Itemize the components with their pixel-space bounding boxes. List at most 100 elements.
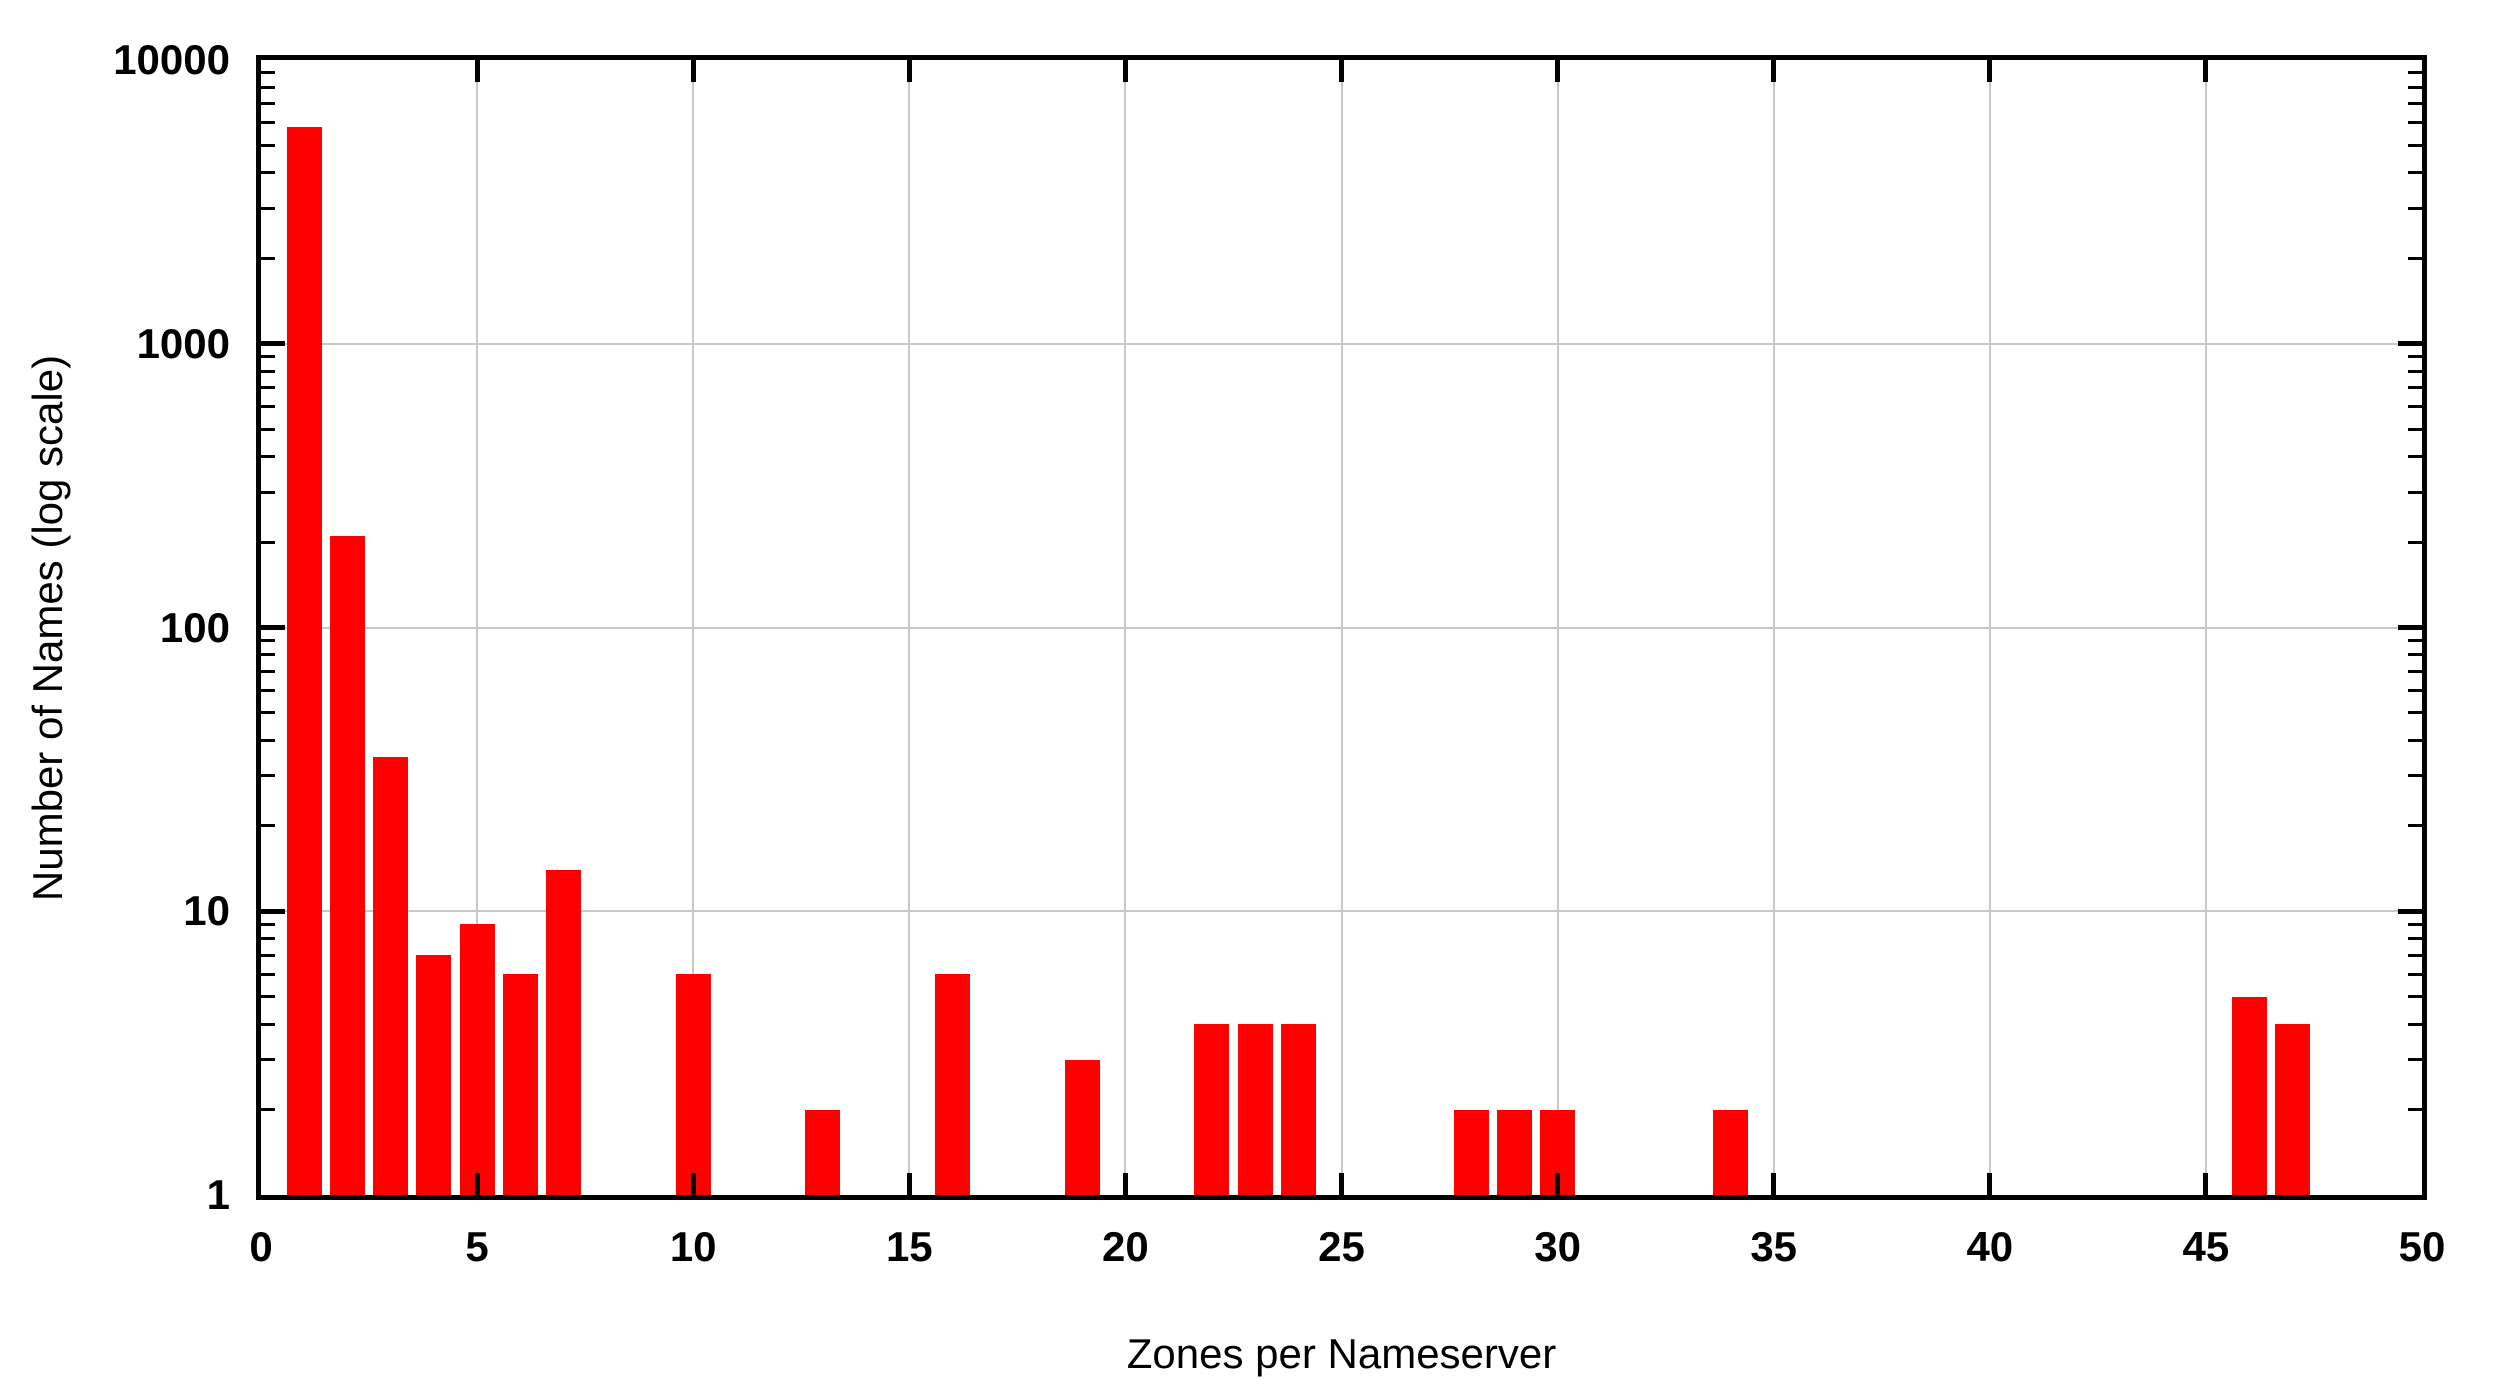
bar (546, 869, 582, 1195)
y-minor-tick (261, 171, 275, 175)
y-minor-tick (261, 121, 275, 125)
x-tick-label: 35 (1750, 1223, 1798, 1270)
y-major-tick (2398, 625, 2422, 630)
y-minor-tick (2408, 540, 2422, 544)
y-minor-tick (2408, 427, 2422, 431)
y-minor-tick (261, 427, 275, 431)
y-minor-tick (261, 206, 275, 210)
plot-area (256, 55, 2427, 1200)
y-minor-tick (2408, 143, 2422, 147)
x-tick-label: 30 (1534, 1223, 1581, 1270)
y-minor-tick (261, 490, 275, 494)
y-minor-tick (2408, 71, 2422, 75)
x-tick-label: 40 (1966, 1223, 2014, 1270)
x-major-tick (906, 1173, 912, 1195)
bar (1453, 1109, 1489, 1195)
bar (416, 955, 452, 1195)
y-minor-tick (2408, 1058, 2422, 1062)
x-gridline (2204, 60, 2207, 1195)
x-tick-label: 10 (669, 1223, 717, 1270)
bar (675, 974, 711, 1195)
x-tick-label: 0 (249, 1223, 273, 1270)
y-tick-label: 1 (206, 1171, 230, 1218)
y-minor-tick (2408, 206, 2422, 210)
y-minor-tick (261, 653, 275, 657)
y-minor-tick (261, 256, 275, 260)
bar (286, 127, 322, 1195)
y-minor-tick (261, 405, 275, 409)
y-minor-tick (2408, 937, 2422, 941)
y-minor-tick (261, 355, 275, 359)
y-minor-tick (261, 71, 275, 75)
y-minor-tick (2408, 405, 2422, 409)
y-tick-label: 100 (159, 603, 230, 651)
y-minor-tick (261, 774, 275, 778)
x-major-tick (1339, 60, 1344, 82)
bar (373, 756, 409, 1195)
y-minor-tick (2408, 490, 2422, 494)
x-gridline (1772, 60, 1775, 1195)
y-minor-tick (261, 1022, 275, 1026)
y-major-tick (2398, 341, 2422, 347)
bar (1712, 1109, 1748, 1195)
y-minor-tick (2408, 995, 2422, 999)
x-tick-label: 50 (2398, 1223, 2446, 1270)
y-minor-tick (261, 711, 275, 715)
x-major-tick (2203, 1173, 2209, 1195)
x-tick-label: 45 (2182, 1223, 2230, 1270)
x-major-tick (1555, 60, 1561, 82)
x-major-tick (1771, 1173, 1777, 1195)
y-minor-tick (261, 824, 275, 828)
y-minor-tick (261, 688, 275, 692)
y-major-tick (261, 908, 285, 914)
x-major-tick (1555, 1173, 1561, 1195)
bar (1280, 1024, 1316, 1195)
y-minor-tick (261, 953, 275, 957)
y-minor-tick (2408, 824, 2422, 828)
x-tick-label: 25 (1318, 1223, 1365, 1270)
x-tick-label: 5 (465, 1223, 489, 1270)
bar (2274, 1024, 2310, 1195)
y-minor-tick (2408, 711, 2422, 715)
y-minor-tick (2408, 355, 2422, 359)
x-major-tick (2203, 60, 2209, 82)
x-major-tick (1339, 1173, 1344, 1195)
y-minor-tick (261, 1108, 275, 1112)
y-minor-tick (261, 540, 275, 544)
x-gridline (1124, 60, 1127, 1195)
bar (459, 924, 495, 1195)
y-major-tick (2398, 908, 2422, 914)
y-minor-tick (2408, 171, 2422, 175)
y-minor-tick (2408, 972, 2422, 976)
x-gridline (692, 60, 695, 1195)
x-gridline (908, 60, 911, 1195)
y-minor-tick (2408, 455, 2422, 459)
y-minor-tick (261, 995, 275, 999)
bar (502, 974, 538, 1195)
y-major-tick (261, 625, 285, 630)
x-gridline (476, 60, 479, 1195)
x-major-tick (474, 60, 480, 82)
x-major-tick (1987, 60, 1993, 82)
x-tick-label: 15 (885, 1223, 933, 1270)
bar (1496, 1109, 1532, 1195)
y-major-tick (261, 341, 285, 347)
y-minor-tick (261, 455, 275, 459)
x-gridline (1340, 60, 1343, 1195)
y-minor-tick (2408, 121, 2422, 125)
y-minor-tick (261, 143, 275, 147)
x-gridline (1988, 60, 1991, 1195)
x-tick-label: 20 (1102, 1223, 1149, 1270)
y-tick-label: 1000 (136, 319, 230, 367)
y-tick-label: 10 (183, 887, 230, 935)
y-minor-tick (261, 1058, 275, 1062)
y-minor-tick (261, 972, 275, 976)
y-tick-label: 10000 (113, 36, 230, 83)
y-minor-tick (2408, 669, 2422, 673)
bar (1064, 1059, 1100, 1195)
bar (1194, 1024, 1230, 1195)
x-major-tick (690, 60, 696, 82)
y-minor-tick (261, 937, 275, 941)
x-major-tick (1122, 1173, 1128, 1195)
bar (1237, 1024, 1273, 1195)
